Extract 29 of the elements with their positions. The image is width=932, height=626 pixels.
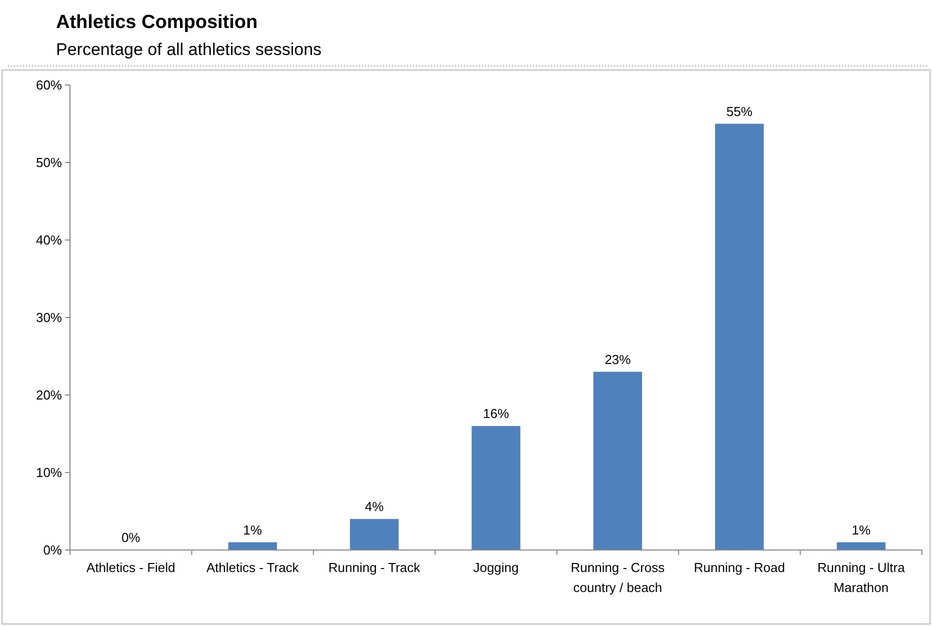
chart-subtitle: Percentage of all athletics sessions (56, 40, 322, 59)
bar (472, 426, 520, 550)
y-tick-label: 0% (43, 542, 62, 558)
data-label: 4% (364, 499, 384, 514)
bar (350, 519, 399, 550)
y-tick-label: 20% (36, 388, 62, 403)
data-label: 1% (243, 522, 262, 538)
y-tick-label: 10% (36, 465, 62, 480)
x-tick-label: Running - Cross country / beach (570, 560, 666, 595)
x-tick-label: Jogging (473, 560, 519, 575)
data-label: 1% (852, 522, 871, 538)
bar (715, 124, 764, 550)
bar (836, 542, 886, 550)
chart-title: Athletics Composition (56, 12, 258, 33)
data-label: 16% (482, 406, 510, 421)
data-label: 23% (604, 352, 632, 367)
x-tick-label: Athletics - Track (206, 560, 300, 575)
y-tick-label: 30% (36, 310, 62, 326)
data-label: 55% (726, 104, 753, 119)
y-tick-label: 60% (36, 78, 62, 93)
x-tick-label: Running - Ultra Marathon (817, 560, 906, 595)
bar (228, 542, 277, 550)
x-tick-label: Running - Track (328, 560, 421, 575)
y-tick-label: 50% (36, 155, 62, 170)
data-label: 0% (121, 530, 141, 545)
bar (593, 372, 642, 550)
x-tick-label: Running - Road (694, 560, 785, 575)
y-tick-label: 40% (36, 232, 62, 248)
x-tick-label: Athletics - Field (86, 560, 176, 575)
